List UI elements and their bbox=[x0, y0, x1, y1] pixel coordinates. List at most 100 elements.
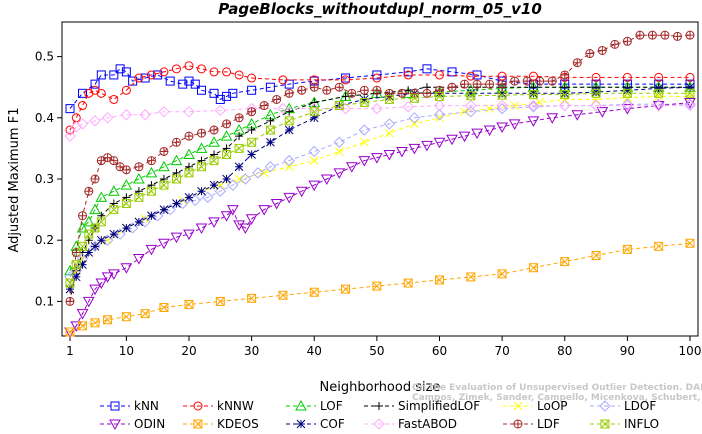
data-point-ldf bbox=[359, 85, 369, 95]
data-point-knnw bbox=[278, 75, 288, 85]
data-point-loop bbox=[385, 128, 394, 138]
point-marker bbox=[172, 168, 181, 177]
series-kdeos bbox=[65, 238, 695, 337]
point-marker bbox=[184, 162, 193, 171]
point-marker bbox=[197, 162, 207, 172]
data-point-kdeos bbox=[591, 251, 601, 260]
data-point-ldf bbox=[447, 82, 457, 92]
series-cof bbox=[65, 82, 695, 294]
point-marker bbox=[308, 102, 320, 115]
point-marker bbox=[78, 321, 87, 331]
point-marker bbox=[359, 95, 369, 104]
data-point-kdeos bbox=[466, 272, 476, 282]
point-marker bbox=[90, 318, 100, 328]
point-marker bbox=[89, 203, 101, 215]
data-point-fastabod bbox=[158, 105, 170, 118]
point-marker bbox=[71, 260, 81, 270]
data-point-ldf bbox=[297, 85, 307, 95]
point-marker bbox=[202, 191, 214, 204]
data-point-ldof bbox=[89, 240, 101, 253]
data-point-ldof bbox=[283, 154, 295, 167]
point-marker bbox=[372, 86, 381, 95]
data-point-knnw bbox=[159, 67, 169, 77]
data-point-kdeos bbox=[434, 275, 444, 285]
point-marker bbox=[372, 281, 382, 291]
point-marker bbox=[245, 214, 258, 225]
point-marker bbox=[334, 101, 344, 110]
legend-item-odin: ODIN bbox=[100, 417, 165, 431]
point-marker bbox=[66, 297, 74, 306]
point-marker bbox=[134, 217, 144, 227]
point-marker bbox=[652, 98, 665, 111]
point-marker bbox=[310, 98, 319, 107]
point-marker bbox=[215, 297, 225, 306]
data-point-simplifiedlof bbox=[247, 126, 256, 135]
data-point-ldf bbox=[109, 156, 119, 166]
data-point-ldf bbox=[247, 107, 257, 117]
data-point-odin bbox=[145, 244, 158, 256]
point-marker bbox=[402, 101, 414, 113]
point-marker bbox=[90, 85, 100, 95]
point-marker bbox=[433, 137, 446, 149]
point-marker bbox=[139, 216, 151, 228]
point-marker bbox=[96, 235, 106, 245]
legend: kNN kNNW LOF SimplifiedLOF LoOP LDOF ODIN KDEOS… bbox=[100, 399, 659, 431]
data-point-ldf bbox=[384, 88, 394, 98]
data-point-lof bbox=[95, 191, 108, 202]
point-marker bbox=[466, 91, 476, 101]
data-point-knn bbox=[121, 67, 131, 77]
data-point-simplifiedlof bbox=[197, 156, 206, 165]
data-point-kdeos bbox=[78, 321, 88, 331]
point-marker bbox=[126, 222, 139, 234]
legend-item-knn: kNN bbox=[100, 399, 159, 413]
data-point-ldof bbox=[227, 179, 239, 191]
data-point-knn bbox=[109, 70, 119, 80]
point-marker bbox=[622, 88, 632, 98]
point-marker bbox=[408, 143, 421, 155]
data-point-cof bbox=[96, 235, 106, 245]
legend-item-kdeos: KDEOS bbox=[183, 417, 259, 431]
point-marker bbox=[78, 241, 87, 251]
data-point-odin bbox=[308, 180, 321, 192]
data-point-odin bbox=[226, 205, 239, 216]
point-marker bbox=[270, 198, 283, 210]
point-marker bbox=[284, 116, 294, 126]
data-point-lof bbox=[82, 215, 95, 227]
point-marker bbox=[101, 112, 114, 124]
point-marker bbox=[339, 102, 352, 115]
data-point-inflo bbox=[334, 101, 344, 111]
point-marker bbox=[159, 180, 169, 190]
data-point-knnw bbox=[184, 61, 194, 71]
data-point-loop bbox=[460, 107, 469, 117]
point-marker bbox=[685, 92, 695, 101]
data-point-knnw bbox=[121, 85, 131, 95]
data-point-lof bbox=[145, 166, 158, 178]
point-marker bbox=[528, 263, 538, 273]
data-point-inflo bbox=[65, 278, 75, 288]
point-marker bbox=[283, 154, 295, 167]
data-point-kdeos bbox=[403, 278, 413, 288]
data-point-knn bbox=[228, 88, 238, 98]
data-point-knnw bbox=[146, 70, 156, 80]
data-point-odin bbox=[527, 116, 540, 127]
data-point-simplifiedlof bbox=[210, 150, 219, 159]
point-marker bbox=[109, 199, 118, 208]
data-point-ldof bbox=[164, 203, 176, 216]
point-marker bbox=[358, 156, 371, 167]
data-point-knnw bbox=[372, 73, 382, 83]
data-point-cof bbox=[184, 193, 194, 202]
y-tick-label-0.1: 0.1 bbox=[35, 294, 54, 308]
data-point-odin bbox=[76, 309, 89, 320]
point-marker bbox=[158, 160, 170, 172]
data-point-kdeos bbox=[341, 284, 351, 294]
data-point-odin bbox=[101, 272, 114, 283]
point-marker bbox=[433, 109, 446, 121]
point-marker bbox=[265, 82, 275, 92]
data-point-knnw bbox=[222, 67, 232, 77]
data-point-inflo bbox=[685, 88, 695, 98]
point-marker bbox=[660, 31, 669, 40]
point-marker bbox=[571, 110, 584, 121]
point-marker bbox=[527, 99, 540, 112]
data-point-fastabod bbox=[183, 105, 195, 118]
x-tick-label-80: 80 bbox=[557, 344, 572, 358]
